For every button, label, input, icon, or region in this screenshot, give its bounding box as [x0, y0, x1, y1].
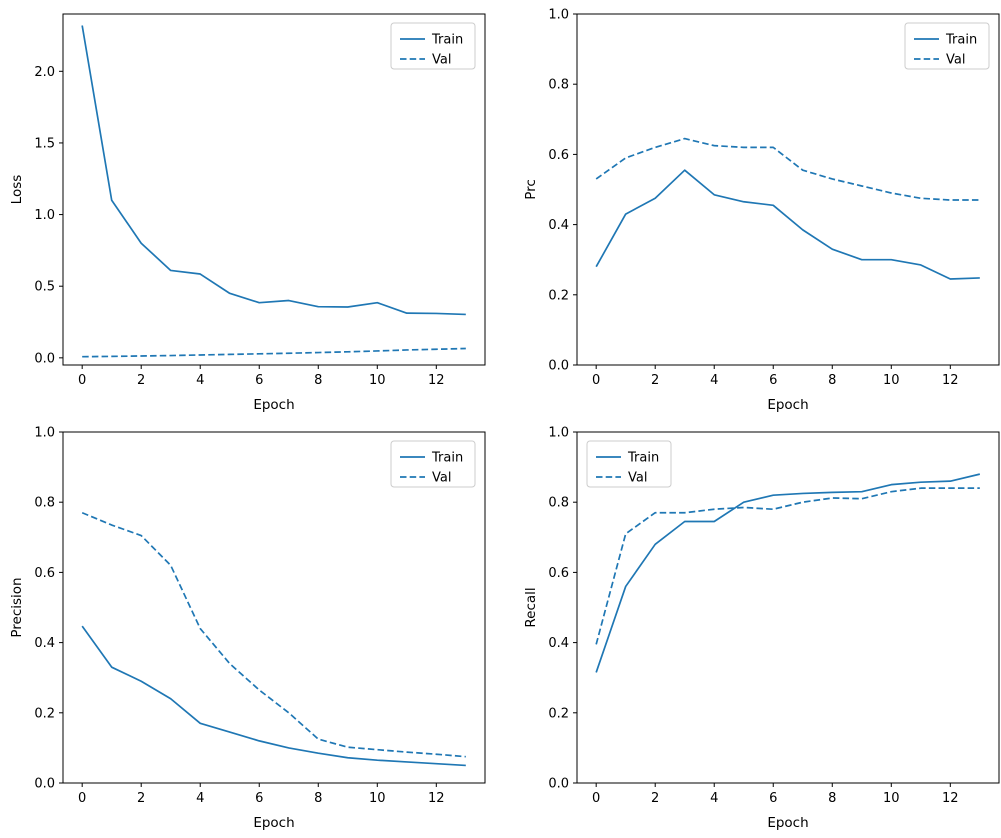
- recall-y-tick-label: 0.0: [548, 777, 569, 792]
- recall-x-tick-label: 2: [651, 791, 659, 806]
- recall-x-tick-label: 10: [883, 791, 900, 806]
- prc-x-tick-label: 2: [651, 373, 659, 388]
- loss-x-tick-label: 2: [137, 373, 145, 388]
- loss-y-axis-label: Loss: [9, 175, 25, 205]
- loss-x-tick-label: 8: [314, 373, 322, 388]
- prc-x-axis-label: Epoch: [767, 397, 808, 413]
- precision-x-tick-label: 12: [428, 791, 445, 806]
- loss-y-tick-label: 0.5: [34, 280, 55, 295]
- loss-y-tick-label: 0.0: [34, 351, 55, 366]
- prc-y-tick-label: 0.4: [548, 218, 569, 233]
- recall-train-line: [595, 473, 981, 673]
- precision-y-tick-label: 0.8: [34, 496, 55, 511]
- loss-x-tick-label: 6: [255, 373, 263, 388]
- prc-x-tick-label: 0: [592, 373, 600, 388]
- loss-legend-val-label: Val: [432, 53, 451, 68]
- loss-train-line: [81, 25, 466, 316]
- precision-x-tick-label: 8: [314, 791, 322, 806]
- loss-x-tick-label: 12: [428, 373, 445, 388]
- prc-train-line: [595, 169, 980, 280]
- prc-legend-box: [904, 22, 990, 70]
- prc-x-tick-label: 4: [710, 373, 718, 388]
- precision-chart-svg: 0 2 4 6 8 10 12 0.0 0.2 0.4 0.6 0.8 1.0 Epoch Precisio…: [9, 426, 486, 831]
- prc-y-tick-label: 0.0: [548, 359, 569, 374]
- prc-legend: Train Val: [904, 22, 990, 70]
- recall-legend-box: [586, 440, 672, 488]
- recall-x-tick-label: 12: [942, 791, 959, 806]
- loss-legend-train-label: Train: [431, 33, 463, 48]
- recall-y-tick-label: 0.6: [548, 566, 569, 581]
- prc-val-line: [595, 137, 980, 201]
- precision-chart: 0 2 4 6 8 10 12 0.0 0.2 0.4 0.6 0.8 1.0 Epoch Precisio…: [0, 419, 505, 838]
- precision-y-tick-label: 0.4: [34, 636, 55, 651]
- loss-legend-box: [390, 22, 476, 70]
- precision-legend-val-label: Val: [432, 471, 451, 486]
- recall-legend-val-label: Val: [628, 471, 647, 486]
- precision-y-tick-label: 0.6: [34, 566, 55, 581]
- precision-y-tick-label: 0.0: [34, 777, 55, 792]
- loss-legend: Train Val: [390, 22, 476, 70]
- prc-x-tick-label: 8: [828, 373, 836, 388]
- precision-x-tick-label: 0: [78, 791, 86, 806]
- precision-legend-train-label: Train: [431, 451, 463, 466]
- recall-chart-svg: 0 2 4 6 8 10 12 0.0 0.2 0.4 0.6 0.8 1.0 Epoch Recall Tr…: [523, 426, 1000, 831]
- precision-val-line: [81, 511, 466, 758]
- prc-x-tick-label: 10: [883, 373, 900, 388]
- precision-x-tick-label: 6: [255, 791, 263, 806]
- prc-chart: 0 2 4 6 8 10 12 0.0 0.2 0.4 0.6 0.8 1.0 Epoch Prc Train…: [514, 0, 1001, 419]
- recall-y-tick-label: 1.0: [548, 426, 569, 441]
- loss-y-tick-label: 1.0: [34, 208, 55, 223]
- recall-x-tick-label: 6: [769, 791, 777, 806]
- loss-chart: 0 2 4 6 8 10 12 0.0 0.5 1.0 1.5 2.0 Epoch Loss Train Va…: [0, 0, 505, 419]
- prc-y-tick-label: 0.8: [548, 78, 569, 93]
- loss-x-tick-label: 0: [78, 373, 86, 388]
- precision-x-tick-label: 2: [137, 791, 145, 806]
- precision-y-tick-label: 0.2: [34, 706, 55, 721]
- precision-y-tick-label: 1.0: [34, 426, 55, 441]
- precision-train-line: [81, 625, 466, 767]
- prc-axes-frame: [576, 13, 1000, 366]
- recall-legend-train-label: Train: [627, 451, 659, 466]
- prc-legend-train-label: Train: [945, 33, 977, 48]
- recall-x-tick-label: 4: [710, 791, 718, 806]
- loss-val-line: [82, 347, 466, 358]
- recall-x-tick-label: 8: [828, 791, 836, 806]
- loss-axes-frame: [62, 13, 486, 366]
- precision-legend-box: [390, 440, 476, 488]
- precision-x-tick-label: 4: [196, 791, 204, 806]
- recall-x-axis-label: Epoch: [767, 815, 808, 831]
- prc-x-tick-label: 12: [942, 373, 959, 388]
- recall-y-tick-label: 0.8: [548, 496, 569, 511]
- precision-y-axis-label: Precision: [9, 577, 25, 637]
- prc-y-tick-label: 0.2: [548, 288, 569, 303]
- recall-chart: 0 2 4 6 8 10 12 0.0 0.2 0.4 0.6 0.8 1.0 Epoch Recall Tr…: [514, 419, 1001, 838]
- recall-legend: Train Val: [586, 440, 672, 488]
- recall-val-line: [595, 487, 980, 645]
- loss-y-tick-label: 1.5: [34, 136, 55, 151]
- precision-axes-frame: [62, 431, 486, 784]
- recall-y-axis-label: Recall: [523, 587, 539, 627]
- prc-y-tick-label: 0.6: [548, 148, 569, 163]
- loss-x-tick-label: 10: [369, 373, 386, 388]
- loss-y-tick-label: 2.0: [34, 65, 55, 80]
- loss-chart-svg: 0 2 4 6 8 10 12 0.0 0.5 1.0 1.5 2.0 Epoch Loss Train Va…: [9, 13, 486, 413]
- precision-x-axis-label: Epoch: [253, 815, 294, 831]
- loss-x-axis-label: Epoch: [253, 397, 294, 413]
- precision-legend: Train Val: [390, 440, 476, 488]
- recall-y-tick-label: 0.4: [548, 636, 569, 651]
- recall-y-tick-label: 0.2: [548, 706, 569, 721]
- recall-x-tick-label: 0: [592, 791, 600, 806]
- prc-chart-svg: 0 2 4 6 8 10 12 0.0 0.2 0.4 0.6 0.8 1.0 Epoch Prc Train…: [523, 8, 1000, 413]
- prc-y-tick-label: 1.0: [548, 8, 569, 23]
- precision-x-tick-label: 10: [369, 791, 386, 806]
- prc-x-tick-label: 6: [769, 373, 777, 388]
- recall-axes-frame: [576, 431, 1000, 784]
- prc-legend-val-label: Val: [946, 53, 965, 68]
- prc-y-axis-label: Prc: [523, 179, 539, 200]
- loss-x-tick-label: 4: [196, 373, 204, 388]
